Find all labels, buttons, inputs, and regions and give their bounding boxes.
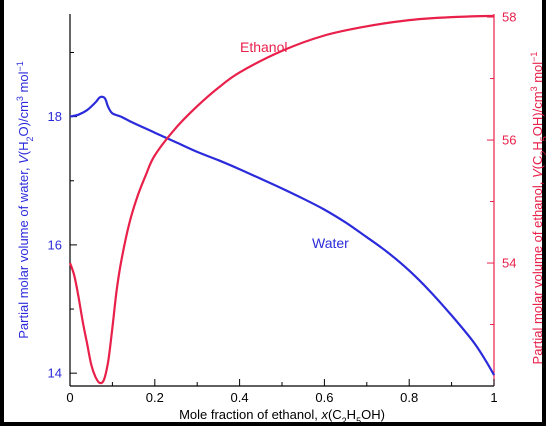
y-axis-right-title-part: 3 [529, 86, 539, 91]
y-axis-right-title-part: V [530, 168, 545, 178]
y-axis-right-title-part: (C [530, 156, 545, 170]
y-axis-left-title-part: (H [16, 142, 31, 156]
y-left-tick-label: 18 [48, 109, 62, 124]
x-tick-label: 0.8 [400, 390, 418, 405]
series-label-water: Water [312, 235, 349, 251]
x-tick-label: 0.2 [146, 390, 164, 405]
y-right-tick-label: 54 [502, 256, 516, 271]
y-axis-right-title-part: −1 [529, 52, 539, 62]
x-tick-label: 0.6 [315, 390, 333, 405]
y-axis-left-title-part: O)/cm [16, 101, 31, 136]
x-axis-title: Mole fraction of ethanol, x(C2H5OH) [179, 407, 385, 426]
y-left-tick-label: 14 [48, 366, 62, 381]
y-axis-right-title-part: 5 [539, 136, 546, 141]
y-axis-right-title-part: mol [530, 62, 545, 87]
x-tick-label: 0.4 [231, 390, 249, 405]
y-axis-left-title-part: V [16, 154, 31, 164]
x-axis-title-part: 2 [342, 416, 347, 426]
y-axis-right-title-part: OH)/cm [530, 91, 545, 136]
x-axis-title-part: OH) [361, 407, 385, 422]
y-right-tick-label: 58 [502, 10, 516, 25]
y-axis-left-title-part: mol [16, 71, 31, 96]
y-left-tick-label: 16 [48, 237, 62, 252]
y-right-tick-label: 56 [502, 133, 516, 148]
x-axis-title-part: 5 [356, 416, 361, 426]
y-axis-right-title-part: Partial molar volume of ethanol, [530, 178, 545, 364]
y-axis-left-title-part: 2 [25, 136, 35, 141]
x-tick-label: 0 [66, 390, 73, 405]
x-axis-title-part: Mole fraction of ethanol, [179, 407, 321, 422]
y-axis-right-title-part: 2 [539, 151, 546, 156]
y-axis-left-title-part: −1 [15, 61, 25, 71]
x-axis-title-part: H [347, 407, 356, 422]
y-axis-right-title: Partial molar volume of ethanol, V(C2H5O… [529, 52, 546, 365]
y-axis-left-title-part: 3 [15, 96, 25, 101]
x-axis-title-part: (C [328, 407, 342, 422]
series-line-ethanol [68, 14, 495, 385]
y-axis-right-title-part: H [530, 141, 545, 150]
y-axis-left-title: Partial molar volume of water, V(H2O)/cm… [15, 61, 35, 339]
series-line-water [69, 95, 495, 376]
x-tick-label: 1 [490, 390, 497, 405]
series-label-ethanol: Ethanol [240, 39, 287, 55]
y-axis-left-title-part: Partial molar volume of water, [16, 164, 31, 339]
chart: 0 0.2 0.4 0.6 0.8 1 14 16 18 54 56 58 Ethanol Water M… [15, 10, 546, 426]
x-axis-title-part: x [320, 407, 328, 422]
